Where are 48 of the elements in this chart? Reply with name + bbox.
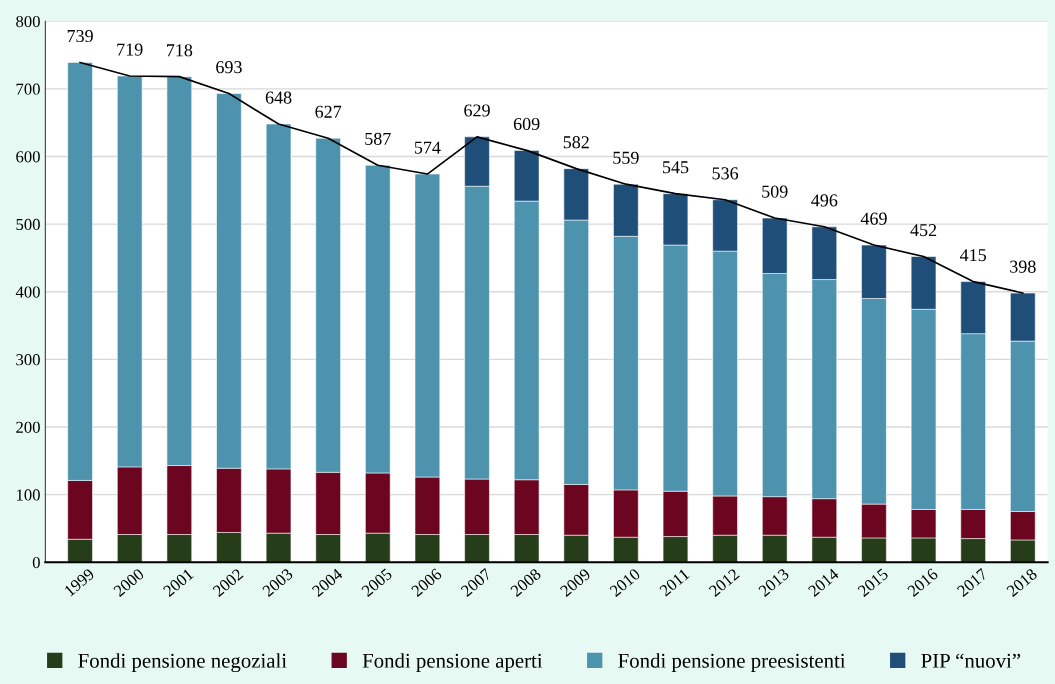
legend-label: Fondi pensione negoziali (78, 653, 287, 673)
data-label: 559 (613, 151, 639, 164)
y-tick-label: 800 (16, 15, 40, 28)
data-label: 509 (762, 185, 788, 198)
data-label: 545 (663, 161, 689, 174)
x-tick-label: 2008 (509, 567, 542, 598)
data-label: 582 (563, 136, 589, 149)
y-tick-label: 400 (15, 286, 40, 298)
y-tick-label: 100 (16, 489, 40, 501)
x-tick-label: 1999 (63, 567, 96, 597)
y-tick-label: 300 (16, 354, 40, 366)
x-tick-label: 2011 (658, 568, 690, 597)
y-tick-label: 500 (16, 218, 40, 231)
legend-label: Fondi pensione aperti (362, 653, 543, 673)
data-label: 469 (860, 212, 887, 225)
y-tick-label: 700 (16, 83, 40, 95)
data-label: 627 (315, 105, 342, 118)
data-label: 629 (464, 104, 490, 117)
data-label: 587 (365, 132, 391, 145)
x-tick-label: 2013 (757, 567, 790, 598)
legend-label: PIP “nuovi” (921, 653, 1021, 668)
data-label: 648 (265, 91, 292, 104)
x-tick-label: 2014 (807, 567, 840, 598)
data-label: 739 (67, 29, 93, 43)
x-tick-label: 2000 (112, 567, 145, 598)
data-label: 574 (414, 141, 441, 154)
x-tick-label: 2005 (361, 567, 393, 598)
y-tick-label: 600 (16, 151, 40, 163)
x-tick-label: 2009 (559, 567, 592, 598)
data-label: 415 (960, 249, 987, 262)
data-label: 719 (117, 43, 143, 56)
x-tick-label: 2018 (1006, 567, 1038, 598)
data-label: 718 (166, 44, 193, 57)
data-label: 496 (811, 194, 838, 207)
x-tick-label: 2010 (609, 567, 641, 598)
x-tick-label: 2004 (311, 567, 344, 598)
data-label: 452 (910, 224, 937, 237)
x-tick-label: 2012 (708, 568, 740, 598)
x-tick-label: 2003 (261, 567, 294, 598)
x-tick-label: 2001 (162, 568, 195, 598)
y-tick-label: 0 (32, 556, 40, 569)
y-tick-label: 200 (16, 421, 40, 433)
data-label: 536 (712, 167, 739, 180)
x-tick-label: 2002 (212, 568, 244, 598)
data-label: 398 (1010, 260, 1036, 273)
legend-label: Fondi pensione preesistenti (618, 653, 846, 673)
data-label: 609 (513, 117, 540, 131)
data-label: 693 (216, 61, 242, 74)
